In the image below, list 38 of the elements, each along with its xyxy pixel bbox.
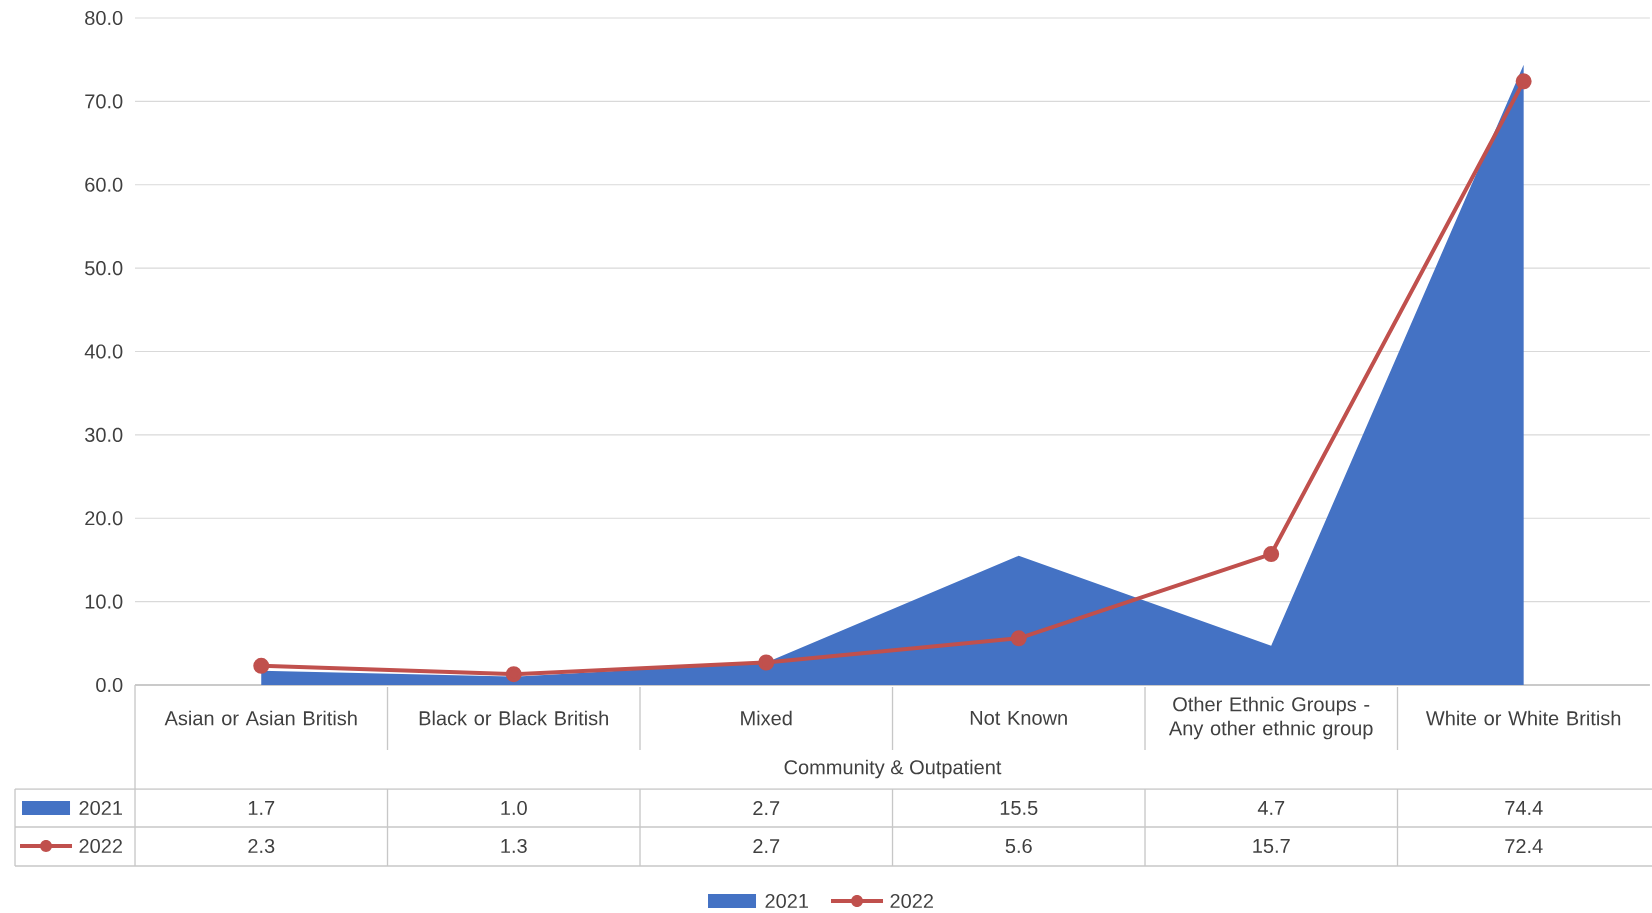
- point: [758, 654, 775, 671]
- x-axis-title: Community & Outpatient: [784, 759, 1002, 779]
- point: [1010, 630, 1027, 647]
- x-tick-label: Black or Black British: [419, 710, 608, 726]
- x-tick-label: Mixed: [741, 710, 792, 726]
- point: [505, 666, 522, 683]
- point: [1515, 73, 1532, 90]
- legend-label: 2022: [79, 838, 122, 854]
- data-label: 1.3: [501, 838, 527, 854]
- data-label: 2.3: [248, 838, 275, 854]
- y-tick-label: 30.0: [85, 427, 123, 442]
- y-tick-label: 80.0: [85, 10, 123, 26]
- data-label: 2.7: [753, 839, 780, 853]
- y-tick-label: 70.0: [85, 94, 123, 109]
- point: [1263, 546, 1280, 563]
- point: [253, 657, 270, 674]
- x-tick-label: White or White British: [1425, 710, 1621, 726]
- x-tick-label: Other Ethnic Groups - Any other ethnic group: [1168, 696, 1373, 740]
- x-tick-label: Asian or Asian British: [164, 710, 357, 726]
- data-label: 2.7: [753, 801, 780, 815]
- legend-label: 2021: [79, 800, 122, 816]
- y-tick-label: 60.0: [85, 177, 123, 192]
- y-tick-label: 10.0: [85, 594, 123, 609]
- x-tick-label: Not Known: [970, 711, 1067, 725]
- text: 2021: [765, 893, 808, 909]
- y-tick-label: 0.0: [96, 677, 123, 693]
- data-label: 1.0: [501, 800, 527, 816]
- text: 2022: [890, 893, 933, 909]
- data-label: 4.7: [1257, 801, 1285, 815]
- data-label: 5.6: [1005, 838, 1032, 854]
- y-tick-label: 50.0: [85, 261, 123, 276]
- y-tick-label: 20.0: [85, 511, 123, 526]
- data-label: 15.5: [1000, 801, 1038, 815]
- data-label: 15.7: [1253, 839, 1290, 853]
- data-label: 1.7: [248, 801, 275, 815]
- data-label: 72.4: [1505, 839, 1543, 853]
- y-tick-label: 40.0: [84, 344, 123, 359]
- data-label: 74.4: [1505, 801, 1543, 815]
